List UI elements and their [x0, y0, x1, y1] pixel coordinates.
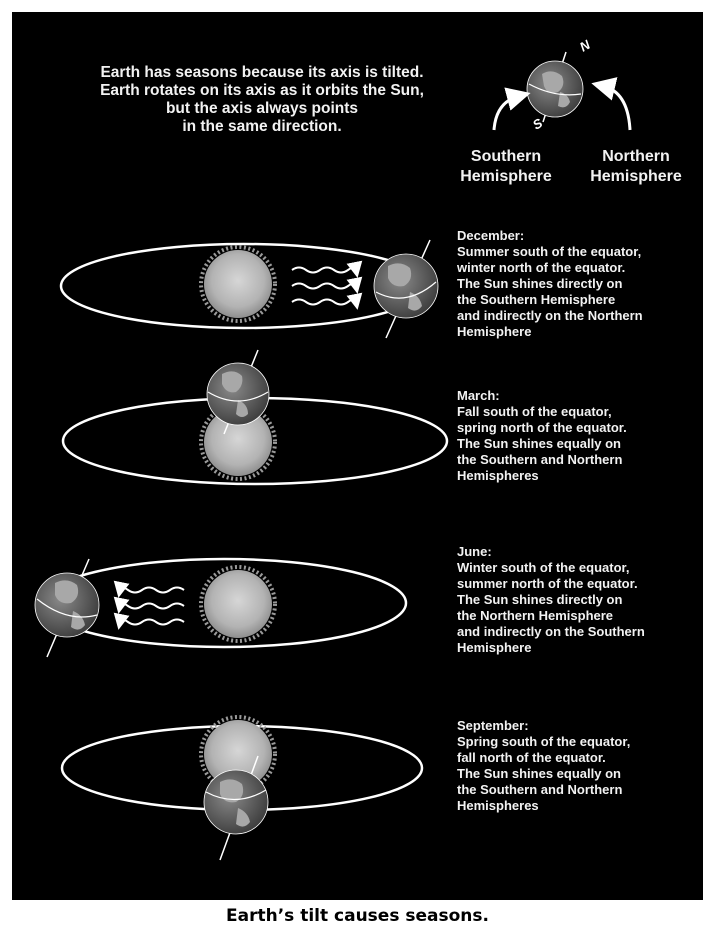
season-month: March:	[457, 388, 500, 403]
season-line: the Southern and Northern	[457, 452, 623, 467]
north-pole-label: N	[577, 37, 593, 55]
southern-hemisphere-label: Southern Hemisphere	[448, 147, 564, 187]
season-line: and indirectly on the Northern	[457, 308, 643, 323]
south-pole-label: S	[530, 115, 545, 132]
intro-line: Earth rotates on its axis as it orbits t…	[100, 82, 424, 99]
season-line: Summer south of the equator,	[457, 244, 642, 259]
earth-march	[206, 349, 270, 435]
sun	[199, 245, 277, 323]
sunlight-rays	[291, 260, 363, 310]
northern-hemisphere-label: Northern Hemisphere	[578, 147, 694, 187]
orbit-march	[61, 349, 449, 486]
intro-line: but the axis always points	[165, 100, 359, 117]
sunlight-rays	[113, 580, 185, 630]
season-line: fall north of the equator.	[457, 750, 606, 765]
equator-line	[528, 83, 582, 96]
orbit-june	[34, 557, 408, 658]
season-line: Hemispheres	[457, 468, 539, 483]
intro-text: Earth has seasons because its axis is ti…	[52, 64, 472, 136]
earth-december	[373, 239, 439, 339]
orbit-december	[59, 239, 439, 339]
season-month: June:	[457, 544, 492, 559]
season-line: the Northern Hemisphere	[457, 608, 614, 623]
sun	[199, 403, 277, 481]
season-line: the Southern and Northern	[457, 782, 623, 797]
season-line: The Sun shines directly on	[457, 276, 623, 291]
season-text-march: March: Fall south of the equator, spring…	[457, 388, 707, 484]
hemisphere-label-line: Hemisphere	[460, 168, 552, 185]
axis-earth-group: N S	[492, 37, 632, 133]
season-text-june: June: Winter south of the equator, summe…	[457, 544, 707, 656]
season-month: September:	[457, 718, 529, 733]
season-line: Winter south of the equator,	[457, 560, 630, 575]
season-line: spring north of the equator.	[457, 420, 627, 435]
season-line: Fall south of the equator,	[457, 404, 612, 419]
season-line: The Sun shines equally on	[457, 766, 621, 781]
sun	[199, 715, 277, 793]
hemisphere-label-line: Hemisphere	[590, 168, 682, 185]
hemisphere-label-line: Northern	[602, 148, 670, 165]
seasons-diagram: N S	[34, 37, 632, 861]
northern-hemisphere-arrow	[591, 77, 632, 131]
season-line: Hemisphere	[457, 640, 532, 655]
season-line: Hemispheres	[457, 798, 539, 813]
season-line: the Southern Hemisphere	[457, 292, 616, 307]
hemisphere-label-line: Southern	[470, 148, 542, 165]
earth-land	[558, 92, 570, 108]
season-text-december: December: Summer south of the equator, w…	[457, 228, 707, 340]
intro-line: in the same direction.	[182, 118, 342, 135]
season-line: winter north of the equator.	[457, 260, 626, 275]
season-month: December:	[457, 228, 525, 243]
orbit-september	[60, 715, 424, 861]
intro-line: Earth has seasons because its axis is ti…	[100, 64, 424, 81]
sun	[199, 565, 277, 643]
season-line: Spring south of the equator,	[457, 734, 631, 749]
season-line: The Sun shines directly on	[457, 592, 623, 607]
season-line: summer north of the equator.	[457, 576, 638, 591]
season-line: Hemisphere	[457, 324, 532, 339]
earth-land	[542, 71, 564, 94]
earth-september	[203, 755, 269, 861]
season-line: and indirectly on the Southern	[457, 624, 645, 639]
season-line: The Sun shines equally on	[457, 436, 621, 451]
diagram-panel: N S	[12, 12, 703, 900]
earth-june	[34, 558, 100, 658]
southern-hemisphere-arrow	[492, 87, 531, 131]
season-text-september: September: Spring south of the equator, …	[457, 718, 707, 814]
figure-caption: Earth’s tilt causes seasons.	[226, 906, 489, 926]
